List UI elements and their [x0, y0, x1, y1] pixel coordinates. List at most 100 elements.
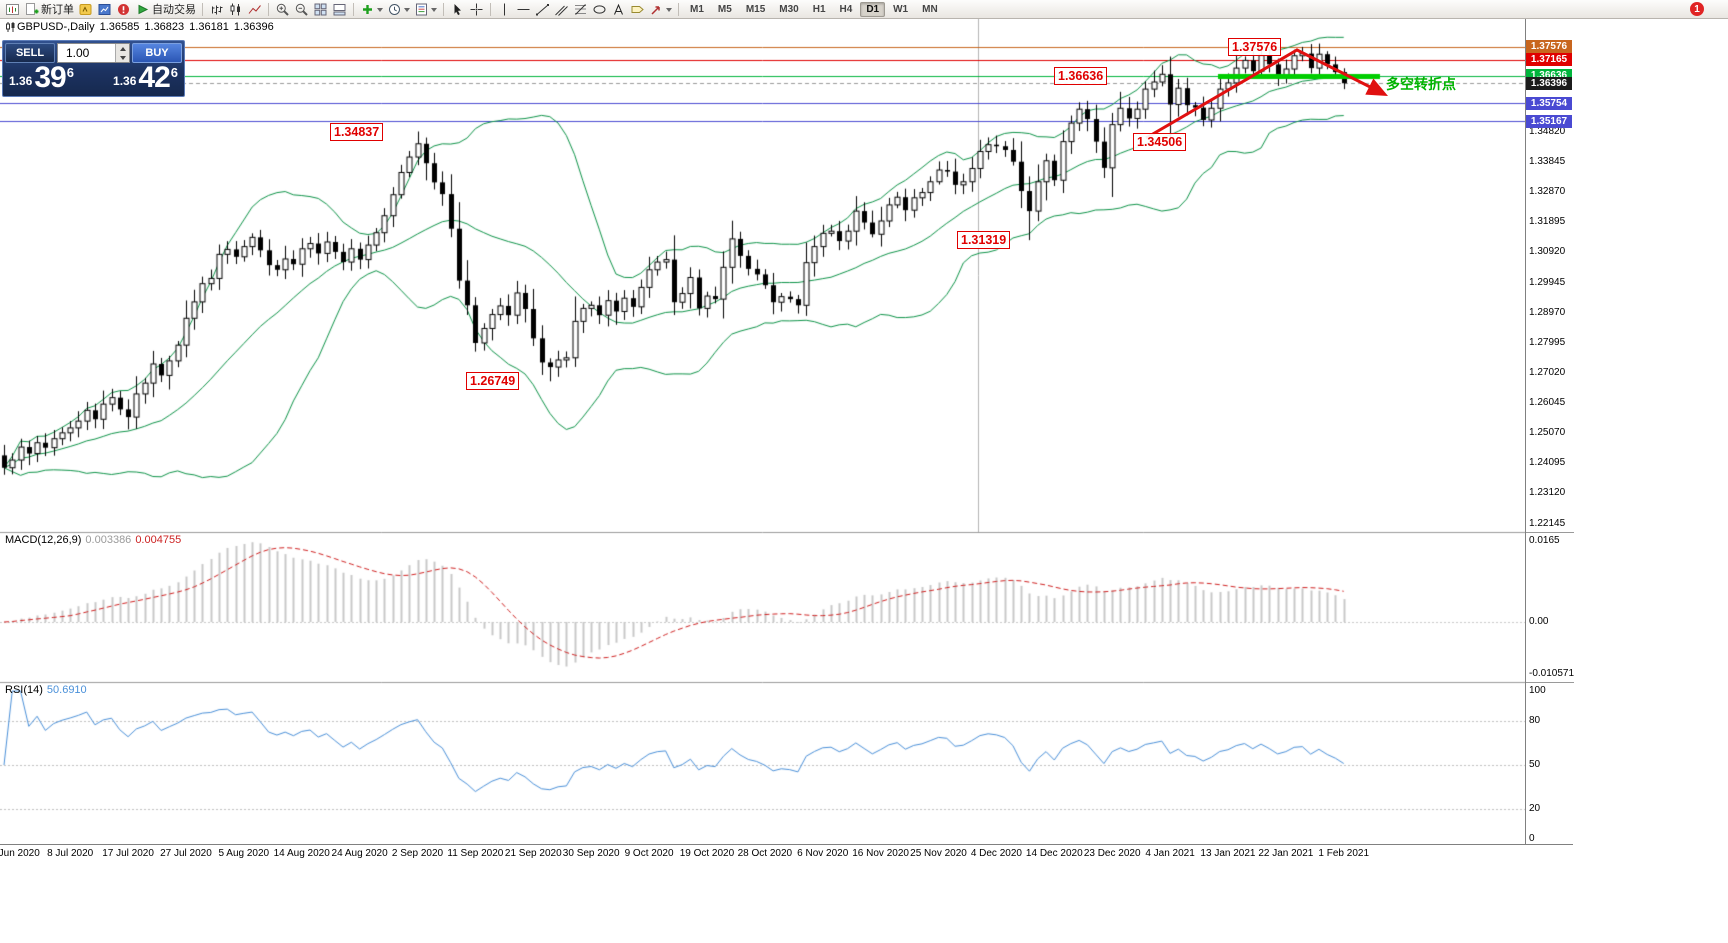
date-label: 4 Dec 2020 [970, 848, 1022, 859]
price-chart-canvas[interactable] [0, 19, 1525, 844]
bar-chart-icon[interactable] [207, 1, 226, 18]
chart-area[interactable]: 1.34837 1.26749 1.31319 1.36636 1.34506 1.375… [0, 19, 1525, 844]
ohlc-low: 1.36181 [189, 21, 229, 33]
candlestick-chart-icon[interactable] [226, 1, 245, 18]
symbol-name: GBPUSD-,Daily [17, 21, 95, 33]
price-axis-label: 1.30920 [1529, 246, 1566, 258]
price-axis-label: 1.27995 [1529, 336, 1566, 348]
chevron-down-icon [666, 7, 672, 15]
rsi-scale-label: 100 [1529, 685, 1546, 696]
ohlc-high: 1.36823 [144, 21, 185, 33]
vertical-line-icon[interactable] [495, 1, 514, 18]
date-label: 16 Nov 2020 [852, 848, 909, 859]
shapes-icon[interactable] [590, 1, 609, 18]
chevron-down-icon [377, 7, 383, 15]
macd-value-signal: 0.004755 [135, 534, 182, 546]
time-axis[interactable]: 29 Jun 2020 8 Jul 2020 17 Jul 2020 27 Jul 2… [0, 844, 1573, 865]
volume-input[interactable]: 1.00 [57, 43, 130, 63]
periods-clock-icon[interactable] [385, 1, 412, 18]
timeframe-h1[interactable]: H1 [812, 3, 826, 15]
date-label: 21 Sep 2020 [504, 848, 562, 859]
market-watch-icon[interactable] [95, 1, 114, 18]
date-label: 14 Dec 2020 [1025, 848, 1083, 859]
price-axis[interactable]: 1.34820 1.33845 1.32870 1.31895 1.30920 1.299… [1525, 19, 1574, 844]
timeframe-d1[interactable]: D1 [860, 1, 886, 17]
channel-icon[interactable] [552, 1, 571, 18]
price-axis-label: 1.24095 [1529, 457, 1566, 469]
chevron-down-icon [404, 7, 410, 15]
date-label: 24 Aug 2020 [331, 848, 388, 859]
timeframe-m15[interactable]: M15 [745, 3, 766, 15]
horizontal-line-icon[interactable] [514, 1, 533, 18]
tile-windows-icon[interactable] [311, 1, 330, 18]
new-subwindow-icon[interactable] [330, 1, 349, 18]
timeframe-m1[interactable]: M1 [690, 3, 704, 15]
trendline-icon[interactable] [533, 1, 552, 18]
date-label: 22 Jan 2021 [1258, 848, 1314, 859]
volume-up-button[interactable] [116, 44, 129, 53]
date-label: 27 Jul 2020 [160, 848, 212, 859]
timeframe-m30[interactable]: M30 [779, 3, 799, 15]
ohlc-close: 1.36396 [233, 21, 274, 33]
arrows-icon[interactable] [647, 1, 674, 18]
macd-scale-label: 0.00 [1529, 616, 1549, 627]
price-axis-label: 1.26045 [1529, 397, 1566, 409]
zoom-in-icon[interactable] [273, 1, 292, 18]
price-axis-label: 1.34820 [1529, 126, 1566, 138]
templates-icon[interactable] [412, 1, 439, 18]
date-label: 30 Sep 2020 [562, 848, 620, 859]
sell-button[interactable]: SELL [5, 43, 55, 63]
ask-prefix: 1.36 [113, 74, 137, 88]
timeframe-w1[interactable]: W1 [893, 3, 909, 15]
metaeditor-icon[interactable] [76, 1, 95, 18]
macd-scale-label: -0.010571 [1529, 667, 1575, 679]
new-order-label: 新订单 [41, 4, 74, 16]
rsi-scale-label: 80 [1529, 714, 1541, 726]
label-icon[interactable] [628, 1, 647, 18]
price-axis-label: 1.31895 [1529, 216, 1566, 228]
date-label: 13 Jan 2021 [1200, 848, 1256, 859]
ask-big-digits: 42 [138, 61, 170, 94]
macd-name: MACD(12,26,9) [5, 534, 82, 546]
crosshair-icon[interactable] [467, 1, 486, 18]
one-click-trading-panel: SELL 1.00 BUY 1.36 39 6 1.36 [2, 40, 185, 97]
autotrading-button[interactable]: 自动交易 [133, 1, 198, 18]
date-label: 14 Aug 2020 [273, 848, 330, 859]
fibonacci-icon[interactable] [571, 1, 590, 18]
date-label: 17 Jul 2020 [102, 848, 154, 859]
timeframe-h4[interactable]: H4 [839, 3, 853, 15]
cursor-icon[interactable] [448, 1, 467, 18]
date-label: 28 Oct 2020 [737, 848, 793, 859]
price-axis-marker: 1.37576 [1526, 40, 1572, 54]
new-chart-icon[interactable] [3, 1, 22, 18]
date-label: 9 Oct 2020 [624, 848, 674, 859]
panel-separator [1526, 682, 1574, 683]
date-label: 25 Nov 2020 [910, 848, 967, 859]
notification-badge[interactable]: 1 [1690, 2, 1704, 16]
price-axis-label: 1.22145 [1529, 517, 1566, 529]
candlestick-icon [6, 22, 15, 32]
volume-down-button[interactable] [116, 53, 129, 62]
price-axis-marker: 1.36396 [1526, 76, 1572, 90]
rsi-name: RSI(14) [5, 684, 43, 696]
timeframe-m5[interactable]: M5 [717, 3, 732, 15]
new-order-button[interactable]: 新订单 [22, 1, 76, 18]
macd-value-main: 0.003386 [85, 534, 132, 546]
price-axis-label: 1.23120 [1529, 487, 1566, 499]
ask-price: 1.36 42 6 [113, 61, 178, 94]
autotrading-label: 自动交易 [152, 4, 196, 16]
line-chart-icon[interactable] [245, 1, 264, 18]
bid-prefix: 1.36 [9, 74, 33, 88]
indicators-add-icon[interactable] [358, 1, 385, 18]
date-label: 19 Oct 2020 [679, 848, 735, 859]
zoom-out-icon[interactable] [292, 1, 311, 18]
timeframe-mn[interactable]: MN [922, 3, 938, 15]
toolbar-separator [353, 2, 354, 16]
text-icon[interactable] [609, 1, 628, 18]
price-axis-marker: 1.37165 [1526, 53, 1572, 67]
buy-button[interactable]: BUY [132, 43, 182, 63]
rsi-scale-label: 50 [1529, 759, 1541, 770]
price-axis-marker: 1.35167 [1526, 114, 1572, 128]
news-icon[interactable] [114, 1, 133, 18]
